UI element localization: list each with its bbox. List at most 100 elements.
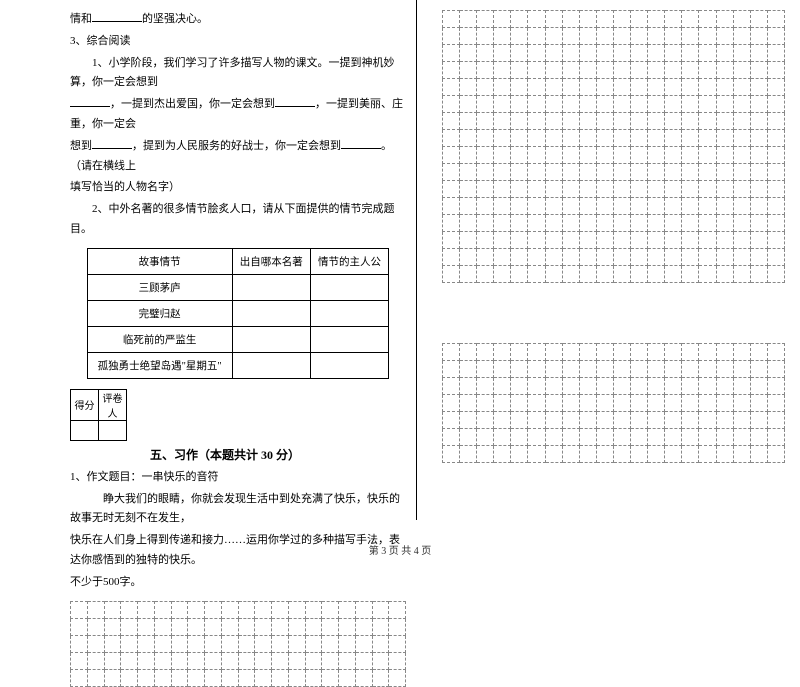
writing-cell[interactable] [205, 635, 222, 652]
writing-cell[interactable] [767, 79, 784, 96]
writing-cell[interactable] [750, 395, 767, 412]
writing-cell[interactable] [767, 344, 784, 361]
writing-cell[interactable] [221, 618, 238, 635]
writing-cell[interactable] [613, 266, 630, 283]
writing-cell[interactable] [511, 147, 528, 164]
writing-cell[interactable] [238, 601, 255, 618]
writing-cell[interactable] [682, 198, 699, 215]
writing-cell[interactable] [511, 164, 528, 181]
writing-cell[interactable] [579, 96, 596, 113]
writing-cell[interactable] [372, 652, 389, 669]
writing-cell[interactable] [511, 361, 528, 378]
writing-cell[interactable] [494, 164, 511, 181]
writing-cell[interactable] [121, 652, 138, 669]
writing-cell[interactable] [138, 635, 155, 652]
writing-cell[interactable] [716, 215, 733, 232]
writing-cell[interactable] [494, 130, 511, 147]
writing-cell[interactable] [238, 618, 255, 635]
writing-cell[interactable] [699, 266, 716, 283]
writing-cell[interactable] [443, 96, 460, 113]
writing-cell[interactable] [528, 344, 545, 361]
writing-cell[interactable] [767, 96, 784, 113]
writing-cell[interactable] [322, 618, 339, 635]
writing-cell[interactable] [716, 446, 733, 463]
writing-cell[interactable] [255, 618, 272, 635]
writing-cell[interactable] [305, 618, 322, 635]
writing-cell[interactable] [613, 412, 630, 429]
writing-cell[interactable] [613, 249, 630, 266]
writing-cell[interactable] [477, 96, 494, 113]
writing-cell[interactable] [372, 601, 389, 618]
writing-cell[interactable] [528, 11, 545, 28]
writing-cell[interactable] [648, 412, 665, 429]
writing-cell[interactable] [682, 412, 699, 429]
writing-cell[interactable] [528, 198, 545, 215]
writing-cell[interactable] [665, 164, 682, 181]
writing-cell[interactable] [648, 164, 665, 181]
writing-cell[interactable] [767, 11, 784, 28]
writing-cell[interactable] [648, 113, 665, 130]
writing-cell[interactable] [699, 249, 716, 266]
writing-cell[interactable] [767, 232, 784, 249]
writing-cell[interactable] [221, 635, 238, 652]
writing-cell[interactable] [528, 361, 545, 378]
writing-cell[interactable] [665, 96, 682, 113]
writing-cell[interactable] [171, 601, 188, 618]
writing-cell[interactable] [767, 198, 784, 215]
writing-cell[interactable] [562, 164, 579, 181]
writing-cell[interactable] [562, 429, 579, 446]
writing-cell[interactable] [579, 249, 596, 266]
writing-cell[interactable] [188, 618, 205, 635]
writing-cell[interactable] [613, 198, 630, 215]
writing-cell[interactable] [121, 601, 138, 618]
writing-cell[interactable] [221, 601, 238, 618]
writing-cell[interactable] [443, 113, 460, 130]
writing-cell[interactable] [545, 45, 562, 62]
writing-cell[interactable] [511, 429, 528, 446]
writing-cell[interactable] [511, 266, 528, 283]
writing-cell[interactable] [579, 147, 596, 164]
writing-cell[interactable] [477, 249, 494, 266]
writing-cell[interactable] [272, 652, 289, 669]
writing-cell[interactable] [322, 669, 339, 686]
writing-cell[interactable] [733, 130, 750, 147]
writing-cell[interactable] [443, 266, 460, 283]
writing-cell[interactable] [460, 266, 477, 283]
writing-cell[interactable] [104, 618, 121, 635]
writing-cell[interactable] [665, 344, 682, 361]
writing-cell[interactable] [71, 618, 88, 635]
writing-cell[interactable] [545, 28, 562, 45]
writing-cell[interactable] [767, 446, 784, 463]
writing-cell[interactable] [750, 45, 767, 62]
writing-cell[interactable] [460, 113, 477, 130]
writing-cell[interactable] [255, 635, 272, 652]
writing-cell[interactable] [716, 429, 733, 446]
writing-cell[interactable] [511, 79, 528, 96]
writing-cell[interactable] [716, 28, 733, 45]
writing-cell[interactable] [372, 618, 389, 635]
writing-cell[interactable] [682, 429, 699, 446]
writing-cell[interactable] [272, 669, 289, 686]
writing-cell[interactable] [389, 635, 406, 652]
writing-cell[interactable] [682, 232, 699, 249]
writing-cell[interactable] [665, 79, 682, 96]
writing-cell[interactable] [562, 113, 579, 130]
writing-cell[interactable] [528, 215, 545, 232]
writing-cell[interactable] [767, 45, 784, 62]
writing-cell[interactable] [87, 652, 104, 669]
writing-cell[interactable] [494, 266, 511, 283]
writing-cell[interactable] [477, 181, 494, 198]
writing-cell[interactable] [750, 62, 767, 79]
writing-cell[interactable] [460, 429, 477, 446]
writing-cell[interactable] [613, 429, 630, 446]
writing-cell[interactable] [579, 130, 596, 147]
writing-cell[interactable] [511, 45, 528, 62]
writing-cell[interactable] [579, 446, 596, 463]
writing-cell[interactable] [511, 181, 528, 198]
writing-cell[interactable] [716, 11, 733, 28]
table-cell[interactable] [310, 352, 388, 378]
writing-cell[interactable] [733, 344, 750, 361]
writing-cell[interactable] [648, 11, 665, 28]
writing-cell[interactable] [460, 378, 477, 395]
writing-cell[interactable] [528, 412, 545, 429]
